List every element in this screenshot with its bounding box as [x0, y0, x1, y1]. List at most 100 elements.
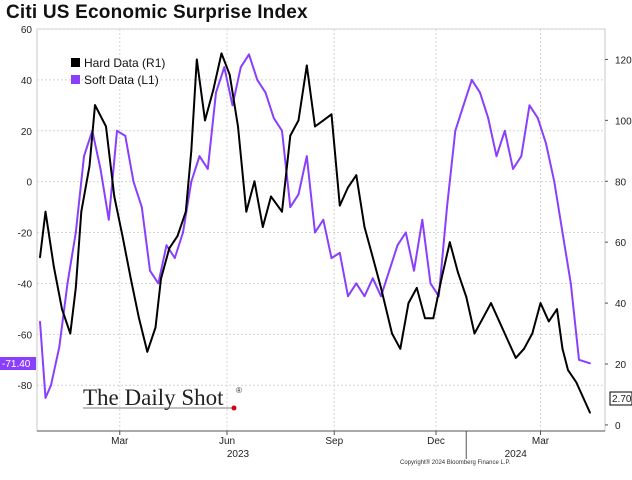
data-point-hard [261, 226, 264, 228]
data-point-soft [50, 384, 52, 387]
data-point-hard [322, 119, 325, 122]
data-point-soft [83, 155, 85, 158]
data-point-hard [399, 347, 402, 350]
data-point-hard [69, 332, 72, 335]
watermark-text: The Daily Shot [83, 385, 224, 410]
data-point-hard [305, 64, 308, 67]
data-point-soft [330, 257, 333, 259]
data-point-soft [281, 129, 283, 132]
data-point-hard [539, 302, 542, 304]
data-point-soft [589, 362, 591, 365]
x-tick-label: Mar [111, 436, 129, 447]
data-point-soft [165, 244, 168, 247]
year-label: 2023 [227, 449, 250, 460]
data-point-soft [239, 66, 242, 69]
data-point-hard [363, 226, 366, 228]
data-point-hard [184, 210, 187, 213]
data-point-hard [347, 186, 349, 189]
left-tick-label: -20 [18, 229, 33, 240]
series-line-hard [39, 52, 591, 414]
watermark-registered-mark: ® [236, 386, 242, 395]
data-point-hard [121, 235, 124, 238]
svg-text:2.70: 2.70 [612, 394, 632, 405]
data-point-soft [454, 129, 457, 132]
data-point-hard [583, 399, 586, 402]
right-axis: 120 100 80 60 40 20 0 [605, 55, 632, 432]
legend-swatch-hard [71, 58, 80, 67]
data-point-soft [99, 168, 102, 170]
data-point-soft [39, 320, 41, 323]
left-axis: 60 40 20 0 -20 -40 -60 -80 [18, 25, 33, 392]
data-point-hard [146, 350, 149, 353]
left-tick-label: -60 [18, 330, 33, 341]
data-point-hard [129, 277, 132, 280]
legend-label-hard: Hard Data (R1) [84, 56, 165, 70]
x-tick-label: Sep [325, 436, 343, 447]
data-point-hard [575, 381, 578, 384]
x-axis: Mar Jun Sep Dec Mar 2023 2024 [37, 430, 605, 460]
data-point-hard [380, 287, 382, 289]
data-point-hard [220, 52, 223, 55]
data-point-soft [413, 269, 415, 272]
data-point-hard [270, 195, 272, 198]
left-tick-label: 60 [21, 25, 33, 36]
x-tick-label: Mar [532, 436, 550, 447]
data-point-soft [561, 231, 564, 234]
data-point-soft [528, 104, 531, 107]
data-point-hard [391, 332, 393, 335]
legend: Hard Data (R1) Soft Data (L1) [71, 56, 165, 87]
data-point-hard [448, 241, 451, 244]
data-point-hard [561, 347, 564, 350]
data-point-soft [272, 117, 275, 119]
x-tick-label: Jun [219, 436, 235, 447]
data-point-hard [176, 235, 179, 238]
data-point-soft [322, 218, 325, 221]
right-tick-label: 120 [615, 55, 632, 66]
data-point-soft [404, 231, 407, 234]
data-point-hard [432, 317, 435, 320]
data-point-hard [498, 320, 501, 323]
data-point-hard [514, 357, 517, 359]
right-tick-label: 60 [615, 238, 627, 249]
watermark-dot [231, 405, 237, 411]
data-point-hard [440, 277, 443, 280]
data-point-hard [168, 247, 171, 250]
data-point-soft [248, 53, 250, 56]
right-tick-label: 0 [615, 421, 621, 432]
data-point-soft [173, 257, 176, 259]
svg-text:-71.40: -71.40 [2, 359, 31, 370]
right-tick-label: 20 [615, 360, 627, 371]
data-point-hard [204, 119, 206, 122]
data-point-hard [457, 271, 459, 274]
data-point-soft [157, 282, 160, 285]
chart-title: Citi US Economic Surprise Index [6, 2, 308, 23]
data-point-hard [80, 210, 83, 213]
left-tick-label: -80 [18, 381, 33, 392]
data-point-soft [256, 79, 259, 81]
data-point-hard [245, 210, 248, 213]
data-point-soft [314, 231, 316, 234]
data-point-hard [154, 326, 157, 329]
data-point-hard [424, 317, 426, 320]
left-tick-label: 0 [26, 178, 32, 189]
data-point-soft [503, 129, 506, 132]
data-point-hard [195, 58, 198, 61]
data-point-hard [88, 165, 91, 167]
data-point-hard [190, 149, 193, 152]
data-point-hard [473, 332, 476, 335]
data-point-hard [44, 210, 47, 213]
data-point-hard [490, 302, 492, 304]
data-point-soft [545, 142, 547, 145]
data-point-soft [44, 397, 47, 399]
data-point-hard [237, 125, 239, 128]
data-point-soft [487, 117, 490, 119]
data-point-soft [289, 206, 292, 209]
data-point-hard [465, 296, 468, 298]
data-point-soft [132, 180, 135, 183]
data-point-soft [124, 135, 127, 137]
data-point-soft [231, 104, 234, 107]
data-point-soft [347, 295, 349, 298]
data-point-hard [160, 277, 162, 280]
data-point-soft [223, 66, 226, 69]
left-tick-label: 20 [21, 127, 33, 138]
